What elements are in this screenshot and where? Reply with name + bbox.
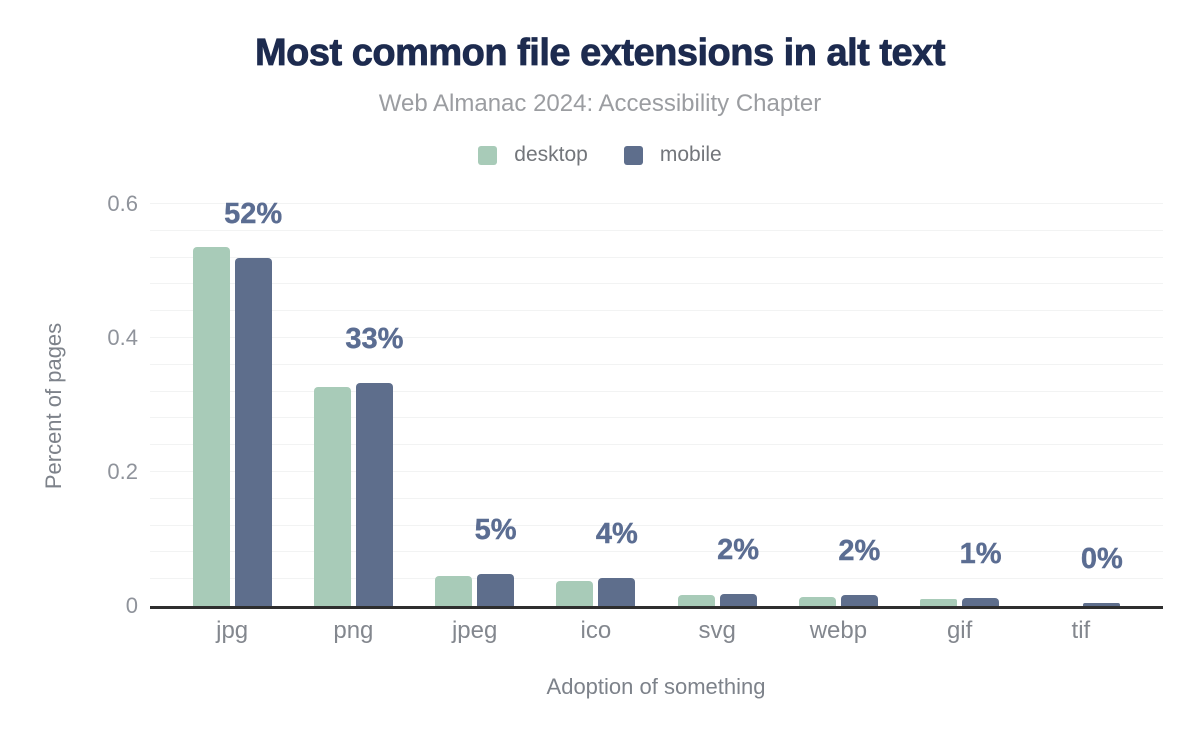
x-tick-label-jpeg: jpeg <box>451 617 498 644</box>
legend-label-mobile: mobile <box>659 143 722 166</box>
gridline <box>150 497 1163 499</box>
bar-desktop-webp <box>798 597 836 606</box>
bar-desktop-ico <box>556 580 594 606</box>
data-label-jpeg: 5% <box>474 513 517 546</box>
x-tick-label-jpg: jpg <box>216 617 249 644</box>
data-label-gif: 1% <box>959 537 1002 570</box>
gridline <box>150 310 1163 312</box>
gridline <box>150 417 1163 419</box>
data-label-tif: 0% <box>1080 543 1123 576</box>
gridline <box>150 337 1163 338</box>
bar-desktop-gif <box>920 598 958 606</box>
gridline <box>150 229 1163 231</box>
y-axis-title: Percent of pages <box>41 322 66 490</box>
plot-area: 52% 33% 5% 4% 2% 2% 1% 0% <box>150 197 1163 609</box>
bar-mobile-svg <box>719 593 757 606</box>
y-tick-label: 0.4 <box>107 325 138 350</box>
chart-title: Most common file extensions in alt text <box>255 32 946 75</box>
data-label-svg: 2% <box>717 533 760 566</box>
legend-item-desktop: desktop <box>478 143 588 167</box>
gridline <box>150 256 1163 258</box>
gridline <box>150 578 1163 580</box>
legend-swatch-mobile-icon <box>623 145 643 165</box>
gridline <box>150 471 1163 472</box>
bar-mobile-jpeg <box>477 573 515 606</box>
legend-item-mobile: mobile <box>623 143 722 167</box>
x-tick-label-ico: ico <box>580 617 612 644</box>
legend: desktop mobile <box>0 143 1200 167</box>
bar-desktop-png <box>313 386 351 606</box>
bar-mobile-tif <box>1083 603 1121 606</box>
data-label-webp: 2% <box>838 534 881 567</box>
bar-mobile-gif <box>962 598 1000 606</box>
gridline <box>150 390 1163 392</box>
x-tick-label-tif: tif <box>1071 617 1091 644</box>
bar-desktop-svg <box>677 594 715 606</box>
legend-label-desktop: desktop <box>514 143 588 166</box>
gridline <box>150 203 1163 204</box>
y-tick-label: 0.6 <box>107 191 138 216</box>
data-label-png: 33% <box>345 322 404 355</box>
y-tick-label: 0 <box>125 593 138 618</box>
data-label-jpg: 52% <box>224 197 283 230</box>
x-tick-label-png: png <box>333 617 374 644</box>
gridline <box>150 283 1163 285</box>
bar-mobile-jpg <box>234 257 272 606</box>
gridline <box>150 444 1163 446</box>
chart-subtitle: Web Almanac 2024: Accessibility Chapter <box>378 90 822 117</box>
bar-mobile-ico <box>598 577 636 606</box>
bar-desktop-jpeg <box>435 575 473 606</box>
gridline <box>150 363 1163 365</box>
data-label-ico: 4% <box>595 517 638 550</box>
x-tick-label-svg: svg <box>698 617 736 644</box>
bar-mobile-webp <box>840 594 878 606</box>
bar-mobile-png <box>355 382 393 606</box>
x-tick-label-webp: webp <box>809 617 868 644</box>
legend-swatch-desktop-icon <box>478 145 498 165</box>
gridline <box>150 551 1163 553</box>
x-tick-label-gif: gif <box>946 617 973 644</box>
y-tick-label: 0.2 <box>107 459 138 484</box>
gridline <box>150 524 1163 526</box>
x-axis-title: Adoption of something <box>546 674 766 699</box>
bar-desktop-jpg <box>192 246 230 606</box>
